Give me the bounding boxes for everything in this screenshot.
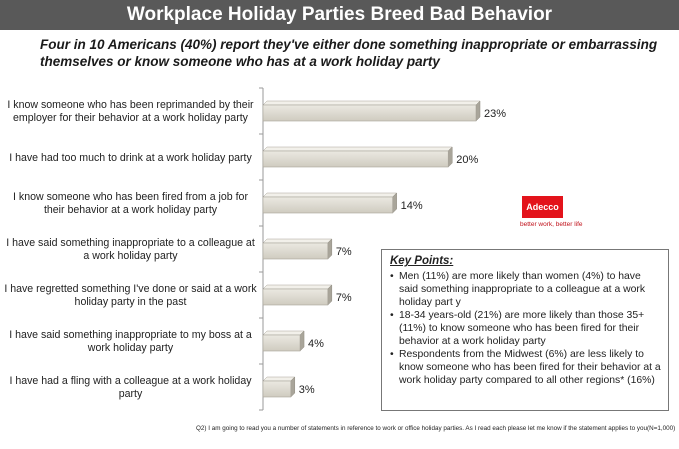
bar-top-face (262, 100, 481, 106)
data-label: 3% (299, 384, 315, 396)
footnote: Q2) I am going to read you a number of s… (196, 425, 676, 432)
category-label: I have said something inappropriate to a… (6, 237, 255, 262)
bar-top-face (262, 192, 398, 198)
bar-top-face (262, 238, 333, 244)
data-label: 23% (484, 108, 506, 120)
category-label: I have said something inappropriate to m… (9, 329, 252, 354)
key-point-text: 18-34 years-old (21%) are more likely th… (399, 310, 645, 347)
category-label: I have had too much to drink at a work h… (9, 151, 252, 164)
key-points-box: Key Points: • Men (11%) are more likely … (381, 249, 669, 411)
data-label: 4% (308, 338, 324, 350)
category-label: I know someone who has been fired from a… (13, 191, 248, 216)
bullet-icon: • (390, 349, 394, 360)
key-point-item: • Respondents from the Midwest (6%) are … (390, 348, 662, 387)
data-label: 7% (336, 246, 352, 258)
data-label: 20% (456, 154, 478, 166)
key-point-item: • Men (11%) are more likely than women (… (390, 270, 662, 309)
bar-top-face (262, 146, 453, 152)
data-label: 14% (401, 200, 423, 212)
key-point-item: • 18-34 years-old (21%) are more likely … (390, 309, 662, 348)
bar (262, 196, 393, 214)
bar-top-face (262, 330, 305, 336)
bar (262, 334, 301, 352)
bullet-icon: • (390, 271, 394, 282)
bar-top-face (262, 284, 333, 290)
bar (262, 104, 477, 122)
adecco-logo: Adecco (522, 196, 563, 218)
chart-subtitle: Four in 10 Americans (40%) report they'v… (40, 37, 658, 69)
key-points-title: Key Points: (390, 255, 454, 267)
category-label: I have regretted something I've done or … (4, 283, 257, 308)
bullet-icon: • (390, 310, 394, 321)
bar (262, 150, 449, 168)
bar (262, 242, 329, 260)
bar (262, 288, 329, 306)
brand-tagline: better work, better life (520, 221, 583, 228)
key-point-text: Respondents from the Midwest (6%) are le… (399, 349, 661, 386)
key-point-text: Men (11%) are more likely than women (4%… (399, 271, 646, 308)
category-label: I know someone who has been reprimanded … (7, 99, 254, 124)
bar-top-face (262, 376, 296, 382)
bar (262, 380, 292, 398)
chart-title: Workplace Holiday Parties Breed Bad Beha… (0, 0, 679, 30)
category-label: I have had a fling with a colleague at a… (9, 375, 252, 400)
data-label: 7% (336, 292, 352, 304)
